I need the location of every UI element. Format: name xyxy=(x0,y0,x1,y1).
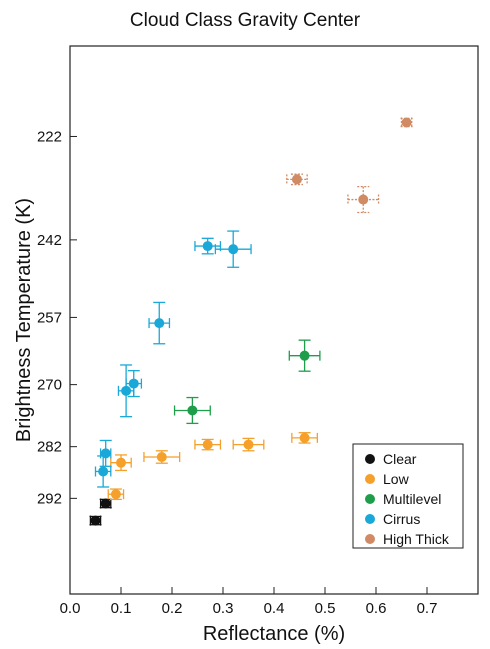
x-axis-label: Reflectance (%) xyxy=(203,623,345,645)
x-tick-label: 0.5 xyxy=(315,600,336,617)
data-point xyxy=(291,174,302,185)
data-point xyxy=(202,439,213,450)
legend-label: Clear xyxy=(383,451,417,467)
data-point xyxy=(156,452,167,462)
data-point xyxy=(154,318,165,329)
x-tick-label: 0.7 xyxy=(417,600,438,617)
x-tick-label: 0.4 xyxy=(264,600,285,617)
data-point xyxy=(90,515,101,526)
data-point xyxy=(187,405,198,416)
legend-marker xyxy=(365,494,375,504)
x-tick-label: 0.1 xyxy=(111,600,132,617)
x-tick-label: 0.0 xyxy=(60,600,81,617)
data-point xyxy=(110,489,121,500)
data-point xyxy=(228,244,239,255)
legend-label: Cirrus xyxy=(383,511,420,527)
series-cirrus xyxy=(94,230,252,488)
data-point xyxy=(299,350,310,361)
data-point xyxy=(358,194,369,205)
y-tick-label: 292 xyxy=(37,490,62,507)
x-tick-label: 0.2 xyxy=(162,600,183,617)
y-tick-label: 282 xyxy=(37,439,62,456)
y-axis-label: Brightness Temperature (K) xyxy=(13,198,35,442)
data-point xyxy=(243,439,254,450)
data-point xyxy=(100,448,111,459)
legend-label: High Thick xyxy=(383,531,450,547)
data-point xyxy=(128,378,139,389)
legend-label: Low xyxy=(383,471,410,487)
data-point xyxy=(299,432,310,443)
legend-marker xyxy=(365,474,375,484)
legend-marker xyxy=(365,454,375,464)
series-high-thick xyxy=(286,117,413,214)
data-point xyxy=(100,498,111,509)
legend: Clear Low Multilevel Cirrus High Thick xyxy=(352,443,464,549)
data-marks xyxy=(89,117,413,526)
legend-marker xyxy=(365,514,375,524)
data-point xyxy=(202,241,213,252)
x-tick-label: 0.3 xyxy=(213,600,234,617)
y-tick-label: 242 xyxy=(37,232,62,249)
legend-label: Multilevel xyxy=(383,491,441,507)
y-tick-label: 257 xyxy=(37,309,62,326)
y-tick-label: 222 xyxy=(37,128,62,145)
y-tick-label: 270 xyxy=(37,377,62,394)
legend-marker xyxy=(365,534,375,544)
series-multilevel xyxy=(173,339,321,425)
x-tick-label: 0.6 xyxy=(366,600,387,617)
series-clear xyxy=(89,498,112,526)
axis-ticks: 0.0 0.1 0.2 0.3 0.4 0.5 0.6 0.7 222 242 257 270 282 2… xyxy=(37,128,437,617)
data-point xyxy=(116,457,126,468)
data-point xyxy=(98,466,109,477)
series-low xyxy=(107,432,319,501)
data-point xyxy=(121,385,132,396)
chart-title: Cloud Class Gravity Center xyxy=(129,10,361,31)
data-point xyxy=(401,117,412,128)
